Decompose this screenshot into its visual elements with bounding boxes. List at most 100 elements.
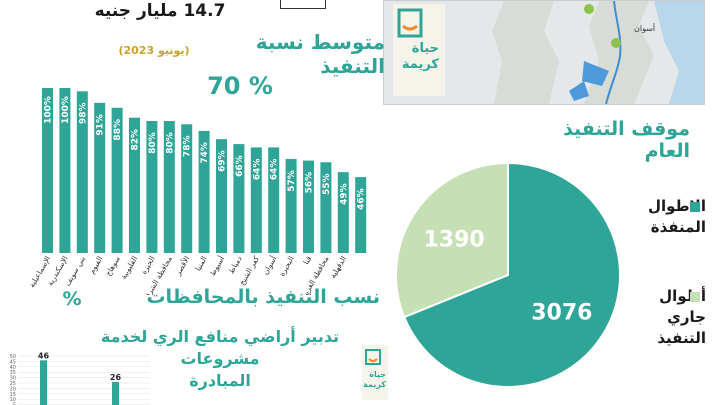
gov-bar-value-label: 55% — [322, 173, 332, 195]
legend-ongoing-line3: التنفيذ — [657, 329, 706, 347]
logo-text-2: كريمة — [402, 57, 440, 72]
gov-title: نسب التنفيذ بالمحافظات — [146, 286, 380, 308]
irr-bar-value-label: 26 — [110, 373, 122, 382]
irr-ytick-label: 15 — [10, 392, 16, 398]
gov-category-label: قنا — [301, 254, 313, 266]
gov-category-label: أسيوط — [207, 254, 226, 278]
irr-ytick-label: 20 — [10, 386, 16, 392]
logo-text-1: حياة — [412, 41, 439, 56]
haya-karima-logo-small: حياة كريمة — [362, 345, 388, 400]
gov-pct-sign: % — [62, 288, 82, 310]
irrigation-title: تدبير أراضي منافع الري لخدمة مشروعات الم… — [60, 326, 380, 392]
gov-bar-value-label: 46% — [357, 188, 367, 210]
avg-title: متوسط نسبة التنفيذ — [255, 30, 385, 78]
gov-bar-value-label: 100% — [44, 96, 54, 124]
lake-2 — [569, 81, 589, 101]
gov-bar-value-label: 100% — [61, 96, 71, 124]
status-title: موقف التنفيذ العام — [563, 118, 690, 162]
gov-bar — [337, 172, 349, 253]
map-place-label: أسوان — [634, 23, 655, 33]
irr-ytick-label: 45 — [10, 359, 16, 365]
gov-bar — [129, 117, 140, 253]
gov-bar — [181, 124, 193, 253]
legend-swatch-ongoing — [690, 292, 700, 302]
map-marker-aswan — [611, 38, 621, 48]
irrigation-title-line1: تدبير أراضي منافع الري لخدمة مشروعات — [100, 327, 340, 368]
gov-bar — [76, 91, 88, 253]
gov-bar — [268, 147, 280, 253]
gov-category-label: دمياط — [226, 255, 243, 276]
gov-category-label: المنيا — [193, 255, 209, 273]
pie-slice — [402, 161, 621, 388]
irr-bar — [112, 381, 119, 405]
pie-slice-label: 3076 — [531, 300, 592, 325]
irr-bar — [40, 360, 47, 405]
irrigation-title-line2: المبادرة — [189, 371, 251, 390]
legend-item-ongoing: أطوال جاري التنفيذ — [586, 286, 706, 349]
gov-bar — [355, 177, 367, 253]
gov-category-label: القليوبية — [119, 255, 139, 281]
irr-bar-value-label: 46 — [38, 351, 50, 360]
haya-karima-logo: حياة كريمة — [393, 4, 445, 96]
gov-bar-value-label: 66% — [235, 155, 245, 177]
nile-river — [605, 1, 622, 104]
gov-bar-value-label: 98% — [78, 103, 88, 125]
legend-ongoing-line2: جاري — [667, 308, 706, 326]
legend-swatch-done — [690, 202, 700, 212]
gov-bar — [233, 144, 245, 253]
gov-bar — [59, 88, 71, 253]
gov-category-label: الأقصر — [172, 254, 191, 278]
lake-nasser — [582, 61, 609, 86]
gov-bar — [250, 147, 262, 253]
gov-bar — [320, 162, 332, 253]
gov-bar — [146, 121, 158, 253]
gov-bar-value-label: 80% — [165, 132, 175, 154]
legend-item-done: الاطوال المنفذة — [586, 196, 706, 238]
gov-bar-value-label: 78% — [183, 136, 193, 158]
gov-bar — [111, 107, 123, 253]
irr-ytick-label: 5 — [13, 403, 16, 405]
irrigation-bar-chart: 5045403530252015105 46 26 — [10, 351, 150, 405]
irr-ytick-label: 10 — [10, 397, 16, 403]
gov-bar-value-label: 49% — [339, 183, 349, 205]
legend-done-line2: المنفذة — [650, 218, 706, 236]
gov-bar-value-label: 91% — [96, 114, 106, 136]
gov-bar — [303, 160, 314, 253]
gov-category-label: أسوان — [260, 254, 279, 276]
gov-bar-value-label: 88% — [113, 119, 123, 141]
gov-bar-value-label: 64% — [252, 159, 262, 181]
svg-text:حياة: حياة — [369, 370, 386, 379]
irr-ytick-label: 40 — [10, 365, 16, 371]
gov-category-label: البحيرة — [277, 255, 296, 278]
gov-category-label: الدقهلية — [328, 255, 348, 280]
red-sea — [654, 1, 704, 104]
logo-frame-top — [397, 8, 423, 38]
gov-bar-value-label: 69% — [218, 150, 228, 172]
avg-percentage: 70 % — [207, 72, 273, 100]
status-pie-chart: 3076 1390 — [395, 161, 621, 388]
pie-slice-label: 1390 — [424, 228, 485, 253]
gov-category-label: الجيزة — [139, 255, 157, 276]
irr-ytick-label: 50 — [10, 354, 16, 360]
map-region — [492, 1, 559, 104]
svg-text:كريمة: كريمة — [363, 380, 386, 389]
gov-bar — [198, 130, 210, 253]
logo-smile — [402, 24, 418, 31]
irr-ytick-label: 25 — [10, 381, 16, 387]
budget-box — [280, 0, 326, 9]
gov-bar — [285, 158, 297, 253]
map-marker-north — [584, 4, 594, 14]
gov-bar-chart: 100% 100% 98% 91% 88% 82% 80% 80% 78% 74% 69% 66% 64… — [27, 88, 367, 295]
gov-bar-value-label: 57% — [287, 170, 297, 192]
gov-category-label: الفيوم — [87, 255, 104, 276]
gov-bar — [163, 121, 175, 253]
gov-bar-value-label: 74% — [200, 142, 210, 164]
gov-bar — [216, 139, 227, 253]
gov-bar — [42, 88, 53, 253]
date-note: (يونيو 2023) — [118, 44, 190, 57]
gov-bar-value-label: 56% — [305, 172, 315, 194]
gov-bar-value-label: 80% — [148, 132, 158, 154]
legend-ongoing-line1: أطوال — [659, 287, 706, 305]
irr-ytick-label: 30 — [10, 376, 16, 382]
gov-bar-value-label: 64% — [270, 159, 280, 181]
